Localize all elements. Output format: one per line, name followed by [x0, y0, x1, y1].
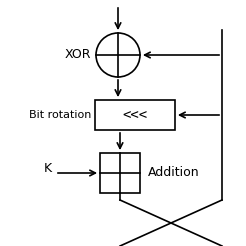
Text: K: K [44, 163, 52, 175]
Text: <<<: <<< [123, 108, 148, 122]
Text: Addition: Addition [148, 167, 200, 180]
Bar [100, 153, 140, 193]
Bar [95, 100, 175, 130]
Text: Bit rotation: Bit rotation [29, 110, 91, 120]
Text: XOR: XOR [64, 48, 91, 62]
